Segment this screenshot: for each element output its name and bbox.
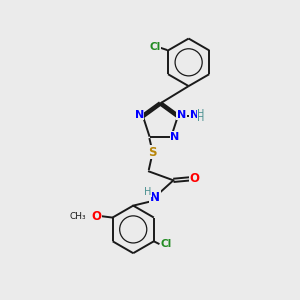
Text: N: N (190, 110, 199, 120)
Text: S: S (148, 146, 156, 159)
Text: Cl: Cl (150, 43, 161, 52)
Text: O: O (190, 172, 200, 185)
Text: O: O (92, 210, 102, 223)
Text: N: N (177, 110, 186, 120)
Text: N: N (150, 191, 160, 204)
Text: CH₃: CH₃ (69, 212, 86, 221)
Text: N: N (170, 132, 179, 142)
Text: H: H (144, 187, 152, 197)
Text: Cl: Cl (160, 239, 171, 249)
Text: N: N (135, 110, 144, 120)
Text: H: H (197, 109, 205, 119)
Text: H: H (197, 113, 205, 123)
